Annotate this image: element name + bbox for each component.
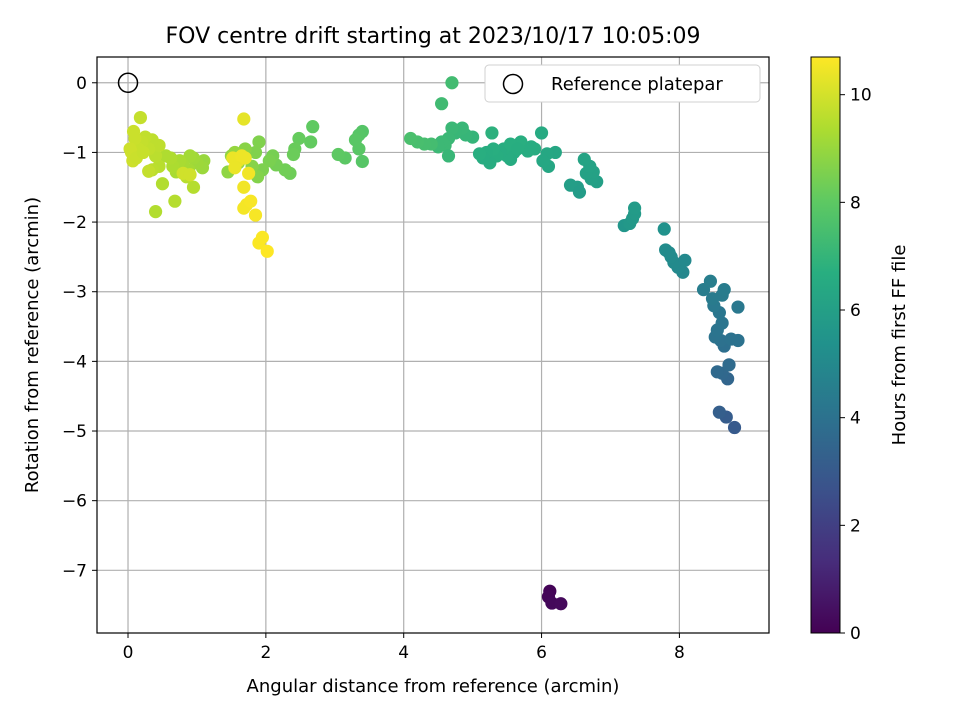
scatter-point (133, 110, 148, 125)
y-tick-label: 0 (76, 74, 87, 94)
legend-box (484, 64, 761, 103)
scatter-point (662, 246, 676, 260)
scatter-point (731, 300, 745, 314)
scatter-point (731, 333, 745, 348)
scatter-point (238, 151, 252, 165)
scatter-point (126, 124, 141, 139)
legend: Reference platepar (484, 64, 761, 103)
y-tick-label: −6 (62, 492, 87, 512)
scatter-point (563, 178, 578, 192)
scatter-point (286, 147, 301, 162)
colorbar: 0 2 4 6 8 10 Hours from first FF file (810, 56, 910, 644)
scatter-point (331, 147, 345, 162)
scatter-point (244, 194, 258, 208)
scatter-point (534, 126, 549, 140)
y-axis-label: Rotation from reference (arcmin) (22, 197, 43, 493)
y-tick-label: −2 (62, 213, 87, 233)
x-tick-label: 8 (674, 643, 685, 663)
scatter-point (155, 177, 170, 191)
x-tick-label: 6 (536, 643, 547, 663)
scatter-point (292, 131, 306, 146)
scatter-point (441, 149, 456, 163)
scatter-point (445, 121, 459, 135)
colorbar-label: Hours from first FF file (889, 245, 910, 446)
scatter-point (485, 126, 499, 140)
scatter-point (472, 147, 487, 161)
y-tick-label: −7 (62, 561, 87, 581)
scatter-point (262, 154, 276, 168)
colorbar-tick-label: 0 (850, 624, 861, 644)
plot-frame (96, 56, 770, 634)
colorbar-tick-label: 2 (850, 516, 861, 536)
reference-platepar-marker (117, 72, 139, 94)
scatter-point (510, 142, 525, 156)
legend-marker-icon (502, 73, 524, 95)
scatter-point (524, 140, 538, 154)
scatter-point (577, 152, 591, 166)
y-tick-label: −4 (62, 352, 87, 372)
scatter-point (727, 420, 742, 435)
colorbar-tick-label: 8 (850, 193, 861, 213)
scatter-point (722, 358, 736, 372)
scatter-point (445, 76, 459, 90)
scatter-point (628, 201, 642, 215)
scatter-point (136, 145, 150, 160)
scatter-point (572, 185, 587, 199)
scatter-point (717, 283, 731, 297)
scatter-point (252, 236, 266, 250)
x-axis-label: Angular distance from reference (arcmin) (247, 676, 620, 697)
scatter-point (159, 149, 173, 163)
scatter-point (352, 142, 366, 156)
scatter-point (703, 274, 718, 288)
scatter-point (705, 292, 720, 306)
x-tick-label: 0 (123, 643, 134, 663)
data-points (123, 76, 745, 611)
scatter-point (168, 194, 182, 208)
scatter-point (228, 161, 242, 175)
scatter-point (678, 253, 692, 267)
chart-title: FOV centre drift starting at 2023/10/17 … (166, 24, 701, 49)
scatter-point (404, 131, 418, 146)
scatter-point (710, 365, 724, 379)
scatter-point (715, 316, 729, 330)
reference-marker (117, 72, 139, 94)
scatter-point (237, 180, 251, 194)
scatter-point (248, 145, 263, 160)
y-tick-label: −3 (62, 283, 87, 303)
colorbar-gradient (810, 56, 841, 634)
scatter-point (148, 205, 163, 219)
colorbar-tick-label: 10 (850, 86, 872, 106)
x-axis-ticks: 0 2 4 6 8 (123, 633, 685, 663)
scatter-point (252, 135, 266, 149)
y-tick-label: −1 (62, 143, 87, 163)
scatter-point (355, 154, 369, 169)
grid-lines (97, 57, 769, 633)
scatter-point (242, 166, 256, 180)
scatter-point (712, 405, 726, 419)
x-tick-label: 2 (260, 643, 271, 663)
scatter-point (186, 180, 201, 194)
scatter-point (306, 120, 320, 134)
scatter-point (183, 168, 197, 182)
y-tick-label: −5 (62, 422, 87, 442)
scatter-point (260, 244, 274, 258)
scatter-point (248, 208, 263, 222)
scatter-point (536, 154, 550, 168)
x-tick-label: 4 (398, 643, 409, 663)
colorbar-ticks: 0 2 4 6 8 10 (840, 86, 872, 644)
scatter-point (142, 164, 156, 178)
scatter-point (237, 112, 251, 126)
legend-label: Reference platepar (551, 74, 723, 95)
y-axis-ticks: 0 −1 −2 −3 −4 −5 −6 −7 (62, 74, 97, 581)
scatter-point (554, 597, 568, 611)
colorbar-tick-label: 6 (850, 301, 861, 321)
scatter-point (435, 97, 449, 111)
scatter-point (183, 149, 197, 163)
colorbar-tick-label: 4 (850, 409, 861, 429)
scatter-point (657, 222, 671, 236)
scatter-point (304, 135, 318, 149)
